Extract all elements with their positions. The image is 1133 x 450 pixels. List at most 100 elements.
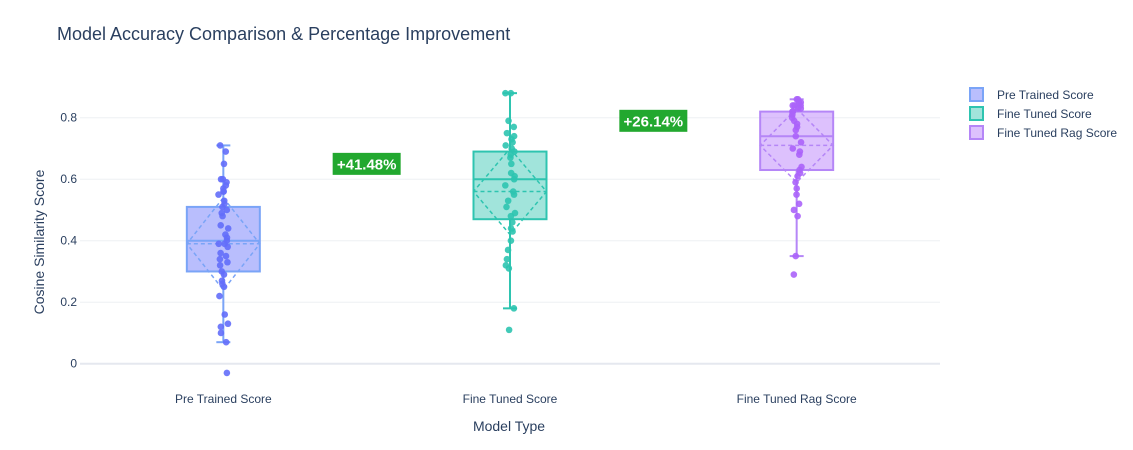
data-point[interactable] — [217, 175, 225, 183]
data-point[interactable] — [509, 218, 516, 226]
data-point[interactable] — [220, 283, 228, 291]
data-point[interactable] — [502, 142, 509, 149]
data-point[interactable] — [504, 246, 512, 254]
data-point[interactable] — [510, 305, 518, 312]
data-point[interactable] — [220, 271, 228, 278]
chart-title: Model Accuracy Comparison & Percentage I… — [57, 24, 510, 44]
data-point[interactable] — [508, 160, 515, 168]
data-point[interactable] — [507, 154, 514, 162]
data-point[interactable] — [510, 191, 518, 198]
legend[interactable]: Pre Trained Score Fine Tuned Score Fine Tu… — [969, 87, 1117, 140]
y-tick-label: 0.6 — [60, 172, 77, 186]
data-point[interactable] — [217, 222, 225, 229]
legend-item-3[interactable]: Fine Tuned Rag Score — [969, 125, 1117, 140]
annotation-box — [332, 152, 401, 175]
legend-item-1[interactable]: Pre Trained Score — [969, 87, 1094, 102]
data-point[interactable] — [224, 243, 231, 251]
y-tick-label: 0.2 — [60, 295, 77, 309]
data-point[interactable] — [215, 191, 222, 198]
data-point[interactable] — [505, 117, 512, 125]
legend-label: Fine Tuned Score — [997, 107, 1092, 121]
data-point[interactable] — [502, 89, 509, 97]
data-point[interactable] — [224, 258, 231, 266]
y-tick-label: 0 — [70, 357, 77, 371]
data-point[interactable] — [216, 262, 224, 269]
data-point[interactable] — [796, 151, 803, 158]
y-axis-title: Cosine Similarity Score — [31, 169, 47, 314]
legend-swatch — [969, 125, 984, 140]
box-group-3 — [759, 95, 835, 278]
x-axis-title: Model Type — [473, 418, 545, 434]
legend-item-2[interactable]: Fine Tuned Score — [969, 106, 1092, 121]
data-point[interactable] — [216, 255, 224, 263]
data-point[interactable] — [509, 228, 516, 235]
legend-label: Pre Trained Score — [997, 88, 1094, 102]
data-point[interactable] — [793, 185, 800, 192]
data-point[interactable] — [217, 323, 225, 331]
data-point[interactable] — [505, 326, 513, 334]
data-point[interactable] — [792, 126, 800, 134]
data-point[interactable] — [224, 320, 232, 328]
data-point[interactable] — [216, 142, 224, 149]
x-tick-label: Pre Trained Score — [175, 392, 272, 406]
data-point[interactable] — [790, 206, 798, 214]
data-point[interactable] — [222, 252, 230, 260]
data-point[interactable] — [793, 191, 800, 198]
legend-swatch — [969, 87, 984, 102]
data-point[interactable] — [503, 129, 511, 137]
legend-swatch — [969, 106, 984, 121]
improvement-annotation: +41.48% — [332, 152, 401, 175]
data-point[interactable] — [222, 148, 230, 155]
y-tick-label: 0.4 — [60, 234, 77, 248]
data-point[interactable] — [509, 139, 516, 146]
data-point[interactable] — [502, 182, 509, 189]
data-point[interactable] — [795, 200, 803, 208]
data-point[interactable] — [215, 240, 223, 248]
data-point[interactable] — [224, 225, 232, 232]
data-point[interactable] — [507, 237, 515, 245]
data-point[interactable] — [792, 252, 800, 260]
data-point[interactable] — [797, 139, 805, 146]
data-point[interactable] — [792, 132, 800, 140]
data-point[interactable] — [222, 338, 230, 346]
x-tick-label: Fine Tuned Score — [463, 392, 558, 406]
data-point[interactable] — [504, 197, 512, 205]
data-point[interactable] — [510, 123, 518, 131]
data-point[interactable] — [792, 179, 799, 186]
axes-layer: 0 0.2 0.4 0.6 0.8 Pre Trained Score Fine Tuned… — [60, 111, 857, 406]
y-tick-label: 0.8 — [60, 111, 77, 125]
annotation-box — [619, 109, 688, 132]
data-point[interactable] — [503, 203, 510, 211]
annotation-label: +26.14% — [624, 113, 684, 130]
data-point[interactable] — [505, 265, 513, 272]
legend-label: Fine Tuned Rag Score — [997, 126, 1117, 140]
data-point[interactable] — [789, 145, 797, 152]
data-point[interactable] — [217, 249, 224, 257]
data-point[interactable] — [797, 105, 805, 112]
x-tick-label: Fine Tuned Rag Score — [737, 392, 857, 406]
data-point[interactable] — [221, 311, 229, 318]
data-point[interactable] — [220, 160, 228, 168]
data-point[interactable] — [794, 212, 801, 220]
data-point[interactable] — [216, 292, 223, 300]
data-point[interactable] — [503, 255, 511, 263]
data-point[interactable] — [223, 206, 231, 214]
improvement-annotation: +26.14% — [619, 109, 688, 132]
annotations-layer: +41.48% +26.14% — [332, 109, 688, 175]
data-point[interactable] — [794, 172, 801, 180]
data-point[interactable] — [510, 175, 518, 183]
data-point[interactable] — [790, 271, 798, 278]
data-point[interactable] — [217, 329, 225, 337]
data-point[interactable] — [220, 188, 227, 195]
data-point[interactable] — [507, 89, 515, 97]
box-group-2 — [472, 89, 548, 334]
data-point[interactable] — [223, 369, 231, 377]
box-group-1 — [185, 142, 261, 377]
mean-sd-diamond — [472, 147, 548, 236]
data-point[interactable] — [507, 212, 515, 220]
mean-sd-diamond — [185, 196, 261, 292]
annotation-label: +41.48% — [337, 156, 397, 173]
data-point[interactable] — [219, 212, 226, 220]
